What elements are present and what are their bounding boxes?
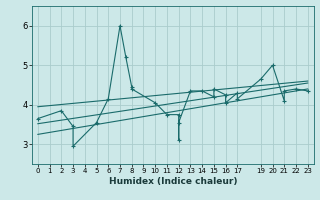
X-axis label: Humidex (Indice chaleur): Humidex (Indice chaleur)	[108, 177, 237, 186]
